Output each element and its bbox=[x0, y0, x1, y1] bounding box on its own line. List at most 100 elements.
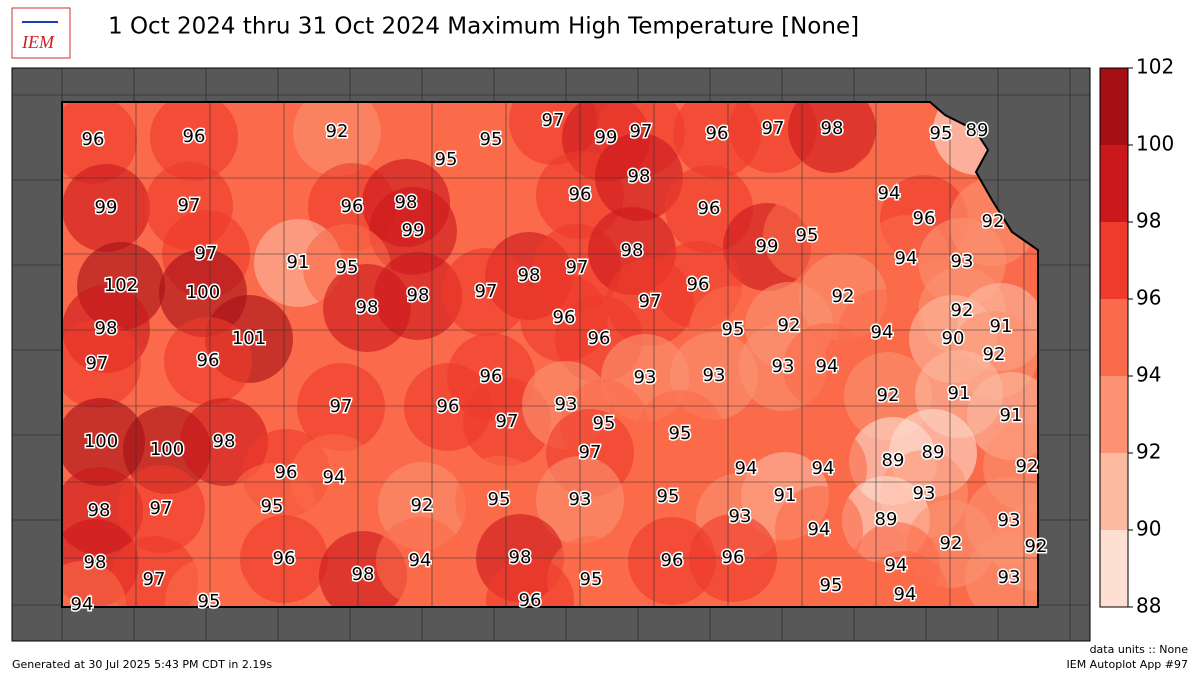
station-value: 96 bbox=[341, 196, 364, 217]
station-value: 92 bbox=[326, 121, 349, 142]
station-value: 96 bbox=[913, 208, 936, 229]
station-value: 95 bbox=[820, 575, 843, 596]
colorbar-segment bbox=[1100, 530, 1128, 607]
colorbar-segment bbox=[1100, 376, 1128, 453]
station-value: 95 bbox=[722, 319, 745, 340]
station-value: 98 bbox=[84, 552, 107, 573]
station-value: 91 bbox=[774, 485, 797, 506]
colorbar-tick-label: 96 bbox=[1136, 286, 1161, 310]
contour-fill bbox=[117, 465, 205, 553]
contour-fill bbox=[62, 561, 126, 607]
station-value: 92 bbox=[951, 300, 974, 321]
station-value: 93 bbox=[703, 365, 726, 386]
station-value: 93 bbox=[569, 489, 592, 510]
station-value: 96 bbox=[706, 123, 729, 144]
contour-fill bbox=[165, 558, 253, 607]
station-value: 94 bbox=[895, 248, 918, 269]
station-value: 98 bbox=[356, 297, 379, 318]
station-value: 95 bbox=[261, 496, 284, 517]
station-value: 96 bbox=[661, 550, 684, 571]
station-value: 92 bbox=[1016, 456, 1039, 477]
station-value: 96 bbox=[698, 198, 721, 219]
station-value: 91 bbox=[1000, 405, 1023, 426]
contour-fill bbox=[965, 534, 1038, 607]
station-value: 98 bbox=[518, 265, 541, 286]
logo-text: IEM bbox=[21, 32, 55, 52]
station-value: 96 bbox=[687, 274, 710, 295]
colorbar-segment bbox=[1100, 299, 1128, 376]
colorbar-segment bbox=[1100, 453, 1128, 530]
station-value: 97 bbox=[475, 281, 498, 302]
station-value: 99 bbox=[95, 197, 118, 218]
station-value: 97 bbox=[579, 442, 602, 463]
station-value: 96 bbox=[553, 307, 576, 328]
contours bbox=[62, 102, 1038, 607]
station-value: 95 bbox=[930, 123, 953, 144]
station-value: 100 bbox=[84, 431, 118, 452]
station-value: 95 bbox=[480, 129, 503, 150]
station-value: 90 bbox=[942, 328, 965, 349]
station-value: 95 bbox=[198, 591, 221, 612]
station-value: 92 bbox=[940, 533, 963, 554]
station-value: 97 bbox=[150, 498, 173, 519]
station-value: 95 bbox=[796, 225, 819, 246]
colorbar-tick-label: 90 bbox=[1136, 517, 1161, 541]
station-value: 98 bbox=[352, 564, 375, 585]
station-value: 94 bbox=[409, 550, 432, 571]
colorbar-segment bbox=[1100, 145, 1128, 222]
contour-fill bbox=[62, 320, 141, 408]
station-value: 89 bbox=[922, 442, 945, 463]
station-value: 89 bbox=[875, 509, 898, 530]
contour-fill bbox=[369, 187, 457, 275]
station-value: 91 bbox=[990, 316, 1013, 337]
contour-fill bbox=[595, 133, 683, 221]
station-value: 93 bbox=[772, 356, 795, 377]
colorbar-tick-label: 92 bbox=[1136, 440, 1161, 464]
colorbar-tick-label: 102 bbox=[1136, 55, 1174, 79]
station-value: 96 bbox=[273, 548, 296, 569]
station-value: 92 bbox=[778, 315, 801, 336]
station-value: 97 bbox=[639, 291, 662, 312]
logo-frame bbox=[11, 7, 71, 59]
station-value: 91 bbox=[948, 383, 971, 404]
station-value: 98 bbox=[628, 166, 651, 187]
station-value: 97 bbox=[195, 243, 218, 264]
colorbar-tick-label: 100 bbox=[1136, 132, 1174, 156]
station-value: 98 bbox=[509, 547, 532, 568]
contour-fill bbox=[293, 102, 381, 176]
contour-fill bbox=[374, 252, 462, 340]
station-value: 97 bbox=[143, 569, 166, 590]
station-value: 94 bbox=[71, 594, 94, 615]
station-value: 100 bbox=[150, 439, 184, 460]
station-value: 89 bbox=[966, 120, 989, 141]
contour-fill bbox=[62, 102, 137, 184]
station-value: 93 bbox=[555, 394, 578, 415]
station-value: 92 bbox=[877, 385, 900, 406]
station-value: 96 bbox=[722, 547, 745, 568]
station-value: 96 bbox=[197, 350, 220, 371]
station-value: 94 bbox=[878, 183, 901, 204]
station-value: 95 bbox=[669, 423, 692, 444]
station-value: 96 bbox=[183, 126, 206, 147]
station-value: 93 bbox=[729, 506, 752, 527]
station-value: 96 bbox=[569, 184, 592, 205]
colorbar-tick-label: 88 bbox=[1136, 594, 1161, 618]
station-value: 95 bbox=[488, 489, 511, 510]
station-value: 92 bbox=[983, 344, 1006, 365]
colorbar-segment bbox=[1100, 68, 1128, 145]
contour-fill bbox=[62, 164, 150, 252]
contour-fill bbox=[150, 102, 238, 181]
station-value: 89 bbox=[882, 450, 905, 471]
station-value: 95 bbox=[593, 413, 616, 434]
station-value: 94 bbox=[808, 519, 831, 540]
station-value: 96 bbox=[275, 462, 298, 483]
station-value: 94 bbox=[894, 584, 917, 605]
station-value: 95 bbox=[336, 257, 359, 278]
contour-fill bbox=[297, 363, 385, 451]
contour-fill bbox=[62, 398, 145, 486]
station-value: 92 bbox=[411, 495, 434, 516]
station-value: 97 bbox=[178, 195, 201, 216]
station-value: 99 bbox=[402, 220, 425, 241]
app-note: IEM Autoplot App #97 bbox=[1067, 658, 1189, 671]
